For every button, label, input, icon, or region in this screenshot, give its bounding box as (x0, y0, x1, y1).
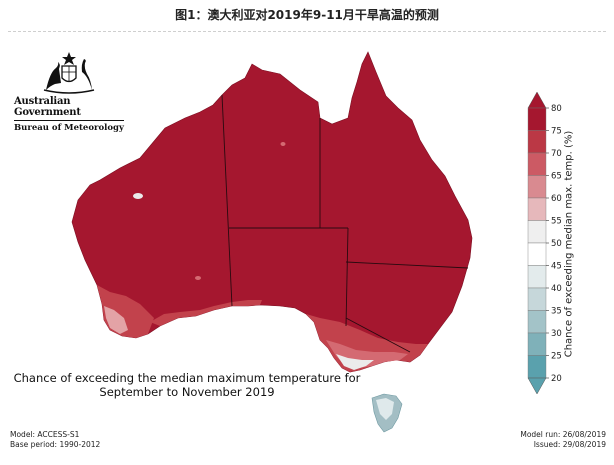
map-caption-line2: September to November 2019 (99, 385, 275, 399)
legend-tick-label: 25 (551, 352, 562, 362)
legend-tick-label: 20 (551, 374, 562, 384)
legend-tick-label: 45 (551, 262, 562, 272)
footer-left: Model: ACCESS-S1 Base period: 1990-2012 (10, 430, 100, 450)
legend-tick-label: 55 (551, 217, 562, 227)
inland-spot (133, 193, 143, 199)
state-borders (221, 94, 469, 353)
tasmania-pale-area (376, 398, 394, 420)
legend-tick-label: 80 (551, 104, 562, 114)
inland-spot (195, 276, 201, 280)
legend-swatch (527, 197, 547, 221)
model-run: Model run: 26/08/2019 (520, 430, 606, 439)
legend-tick-label: 70 (551, 149, 562, 159)
title-divider (8, 31, 606, 32)
legend-swatch (527, 130, 547, 154)
legend-swatch (527, 175, 547, 199)
legend-tick-label: 60 (551, 194, 562, 204)
legend-tick-label: 65 (551, 172, 562, 182)
legend-swatch (527, 332, 547, 356)
map-caption: Chance of exceeding the median maximum t… (7, 371, 367, 399)
coat-of-arms-icon (43, 52, 95, 94)
legend-tick-label: 40 (551, 284, 562, 294)
legend-swatch (527, 355, 547, 379)
map-caption-line1: Chance of exceeding the median maximum t… (13, 371, 361, 385)
legend-arrow-bottom (527, 377, 547, 395)
southwest-coast-pale (104, 306, 128, 334)
legend-tick-label: 50 (551, 239, 562, 249)
legend-swatch (527, 310, 547, 334)
southeast-coast-pale (336, 354, 374, 370)
legend-tick-label: 35 (551, 307, 562, 317)
branding-rule (14, 120, 124, 121)
legend-swatch (527, 265, 547, 289)
legend-swatch (527, 287, 547, 311)
legend-tick-label: 30 (551, 329, 562, 339)
issued-date: Issued: 29/08/2019 (533, 440, 606, 449)
colour-legend: 80 75 70 65 60 55 50 45 40 35 30 25 20 (527, 91, 562, 395)
legend-swatch (527, 242, 547, 266)
footer-right: Model run: 26/08/2019 Issued: 29/08/2019 (520, 430, 606, 450)
legend-label-text: Chance of exceeding median max. temp. (%… (563, 130, 575, 358)
legend-label: Chance of exceeding median max. temp. (%… (560, 124, 578, 364)
inland-spot (280, 142, 286, 146)
base-period: Base period: 1990-2012 (10, 440, 101, 449)
model-info: Model: ACCESS-S1 (10, 430, 80, 439)
government-name: Australian Government (14, 96, 81, 118)
government-branding: Australian Government Bureau of Meteorol… (14, 50, 134, 133)
legend-swatch (527, 220, 547, 244)
legend-swatch (527, 152, 547, 176)
bureau-name: Bureau of Meteorology (14, 123, 124, 133)
legend-tick-label: 75 (551, 127, 562, 137)
legend-arrow-top (527, 91, 547, 109)
legend-swatch (527, 107, 547, 131)
page-title: 图1：澳大利亚对2019年9-11月干旱高温的预测 (175, 8, 439, 22)
bight-coast-band (150, 300, 262, 326)
